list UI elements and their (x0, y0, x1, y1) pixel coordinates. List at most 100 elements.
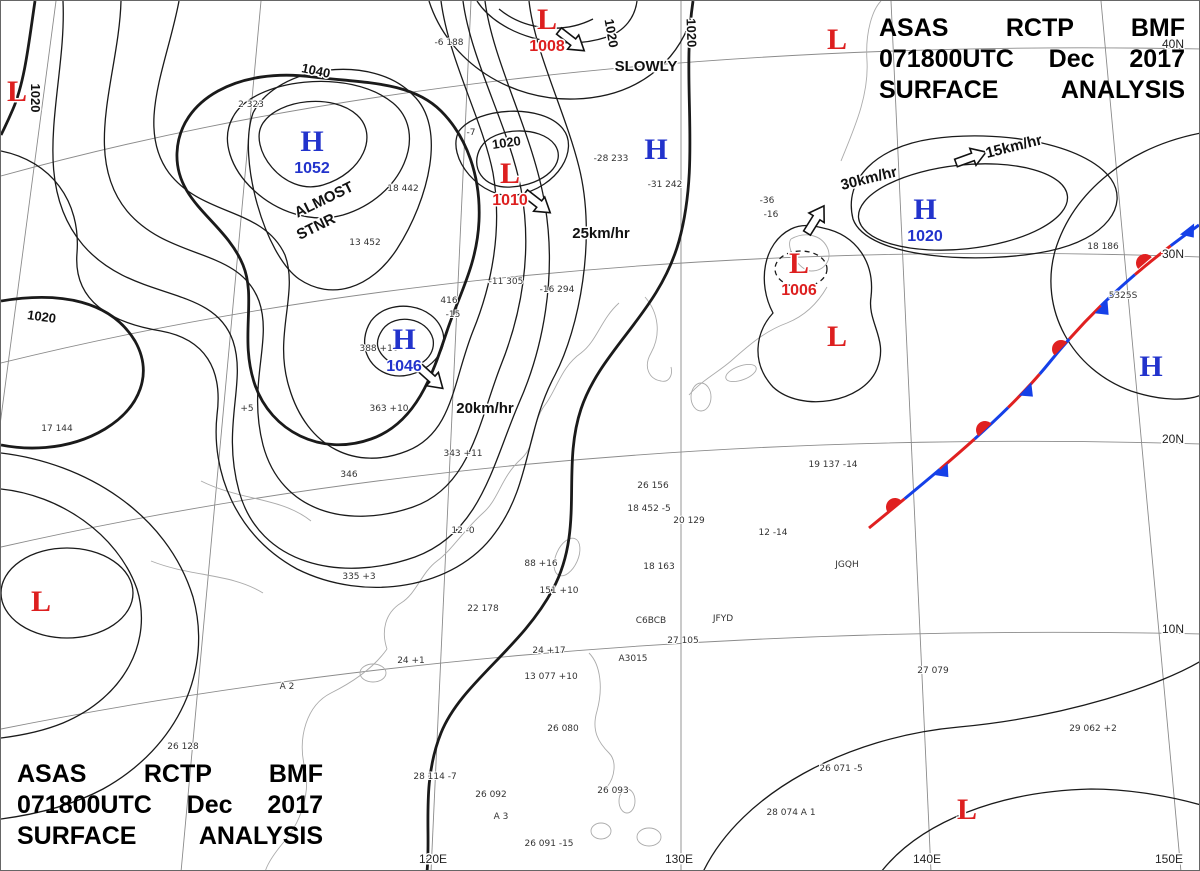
graticule-line (890, 1, 932, 870)
station-plot: 28 114 -7 (413, 772, 456, 782)
isobar-value-label: 1020 (491, 133, 522, 152)
cold-front-symbol (1018, 382, 1033, 397)
graticule-line (1, 631, 1199, 730)
station-plot: JFYD (712, 614, 733, 624)
station-plot: 346 (340, 470, 357, 480)
coastline (590, 822, 612, 840)
station-plot: 88 +16 (524, 559, 558, 569)
isobar-line (247, 68, 432, 291)
station-plot: 335 +3 (342, 572, 375, 582)
coastline (150, 560, 264, 594)
station-plot: 343 +11 (443, 449, 482, 459)
pressure-letter: H (913, 193, 936, 226)
pressure-letter: L (500, 157, 520, 190)
latitude-label: 10N (1162, 622, 1184, 636)
coastline (644, 296, 672, 382)
coastline (553, 537, 581, 577)
movement-arrow (521, 188, 552, 214)
valid-time: 071800UTC Dec 2017 (879, 45, 1185, 73)
station-plot: 27 105 (667, 636, 699, 646)
high-pressure-center: H (1138, 349, 1164, 385)
cold-front-symbol (934, 462, 949, 478)
map-labels-layer: 2 323 -6 188 -7 -28 233 -31 242 18 442 13 452 -… (5, 2, 1199, 868)
low-pressure-center: L (955, 792, 978, 828)
warm-front-symbol (886, 498, 902, 513)
low-pressure-center: L 1006 (780, 246, 819, 301)
pressure-letter: L (789, 247, 809, 280)
coastline (265, 648, 388, 870)
isobar-line (1050, 132, 1199, 400)
station-plot: 24 +17 (532, 646, 565, 656)
stationary-front-line (868, 223, 1199, 530)
pressure-value: 1020 (907, 228, 943, 245)
coastline (688, 286, 828, 396)
coastline (690, 382, 712, 412)
isobar-line (498, 8, 594, 29)
isobar-line (1, 1, 587, 588)
station-plot: -16 (764, 210, 779, 220)
title-block-top-right: ASAS RCTP BMF 071800UTC Dec 2017 SURFACE… (879, 13, 1185, 106)
coastline (359, 663, 387, 683)
pressure-letter: L (957, 793, 977, 826)
station-plot: A 3 (494, 812, 509, 822)
longitude-label: 150E (1155, 852, 1183, 866)
isobar-line (363, 305, 445, 377)
product-id: ASAS RCTP BMF (17, 760, 323, 788)
station-plot: +5 (240, 404, 253, 414)
isobar-line (1, 547, 134, 639)
station-plot: 416 (440, 296, 457, 306)
pressure-letter: H (1139, 350, 1162, 383)
movement-annotation: 20km/hr (456, 400, 514, 417)
isobar-value-label: 1020 (602, 18, 622, 49)
high-pressure-center: H 1020 (906, 192, 945, 247)
isobar-line-1020 (1, 295, 145, 450)
coastline (618, 788, 636, 814)
movement-arrow (953, 147, 988, 168)
station-plot: -36 (760, 196, 775, 206)
longitude-label: 120E (419, 852, 447, 866)
valid-time: 071800UTC Dec 2017 (17, 791, 323, 819)
movement-annotation: 30km/hr (839, 163, 899, 193)
isobar-line-1020 (1, 1, 37, 136)
station-plot: -31 242 (648, 180, 683, 190)
station-plot: 26 156 (637, 481, 669, 491)
station-plot: 363 +10 (369, 404, 408, 414)
isobar-line (757, 224, 882, 403)
pressure-letter: H (300, 125, 323, 158)
isobar-value-label: 1020 (683, 18, 699, 47)
station-plot: 26 093 (597, 786, 629, 796)
isobar-line (476, 1, 638, 44)
station-plot: 26 128 (167, 742, 199, 752)
isobar-line (455, 110, 569, 197)
station-plot: 20 129 (673, 516, 705, 526)
station-plot: 28 074 A 1 (766, 808, 815, 818)
low-pressure-center: L (29, 584, 52, 620)
isobar-line (103, 1, 527, 517)
graticule-line (1, 1, 57, 422)
station-plot: JGQH (834, 560, 858, 570)
low-pressure-center: L (5, 74, 28, 110)
latitude-label: 20N (1162, 432, 1184, 446)
pressure-value: 1052 (294, 160, 330, 177)
graticule-line (1, 440, 1199, 548)
station-plot: 18 452 -5 (627, 504, 670, 514)
station-plot: C6BCB (636, 616, 667, 626)
longitude-label: 130E (665, 852, 693, 866)
isobar-line (153, 1, 498, 459)
station-plot: 17 144 (41, 424, 73, 434)
isobar-line (428, 1, 692, 100)
isobar-line (52, 1, 551, 569)
movement-arrow (802, 204, 825, 237)
pressure-letter: L (31, 585, 51, 618)
warm-front-symbol (1052, 340, 1068, 356)
pressure-letter: H (644, 133, 667, 166)
isobar-line (850, 135, 1118, 259)
isobar-line (703, 661, 1199, 870)
warm-front-symbol (976, 421, 992, 437)
isobar-line-dashed (774, 250, 828, 288)
low-pressure-center: L (825, 319, 848, 355)
station-plot: 2 323 (238, 100, 264, 110)
pressure-value: 1008 (529, 38, 565, 55)
station-plot: -7 (467, 128, 476, 138)
